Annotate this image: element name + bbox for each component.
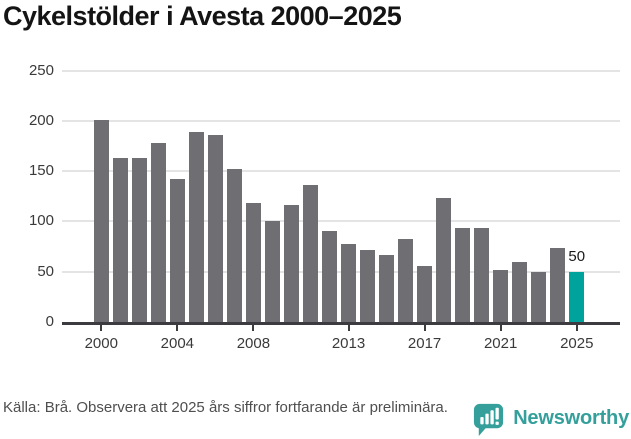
x-tick-2008 [252,325,255,331]
x-tick-2000 [100,325,103,331]
bar-2022 [512,262,527,322]
bar-2016 [398,239,413,322]
bar-2010 [284,205,299,322]
x-tick-2025 [575,325,578,331]
x-tick-2021 [499,325,502,331]
gridline-y250 [62,69,620,72]
newsworthy-wordmark: Newsworthy [513,407,629,429]
bar-2015 [379,255,394,322]
y-axis-tick-label: 250 [28,61,54,79]
x-axis-line [62,322,620,325]
bar-2004 [170,179,185,322]
bar-2005 [189,132,204,322]
bar-2002 [132,158,147,322]
x-axis-label-2025: 2025 [560,335,594,352]
bar-2021 [493,270,508,322]
bar-2014 [360,250,375,322]
bar-2009 [265,221,280,322]
bar-value-label: 50 [568,247,586,265]
bar-2025 [569,272,584,322]
x-tick-2017 [423,325,426,331]
x-tick-2013 [347,325,350,331]
bar-2006 [208,135,223,322]
bar-2019 [455,228,470,322]
x-axis-label-2017: 2017 [407,335,442,352]
bar-2011 [303,185,318,322]
bar-2017 [417,266,432,322]
bar-2018 [436,198,451,322]
x-axis-label-2000: 2000 [84,335,118,352]
gridline-y50 [62,270,620,273]
gridline-y150 [62,170,620,173]
x-axis-label-2004: 2004 [160,335,195,352]
x-tick-2004 [176,325,179,331]
gridline-y200 [62,119,620,122]
bar-2000 [94,120,109,322]
newsworthy-logo: Newsworthy [471,401,629,436]
y-axis-tick-label: 200 [28,111,54,129]
x-axis-label-2021: 2021 [483,335,518,352]
gridline-y100 [62,220,620,223]
y-axis-tick-label: 100 [28,212,54,230]
y-axis-tick-label: 0 [45,313,54,330]
bar-2007 [227,169,242,322]
x-axis-label-2013: 2013 [331,335,366,352]
chart-title: Cykelstölder i Avesta 2000–2025 [3,1,402,31]
bar-2013 [341,244,356,322]
bar-2024 [550,248,565,322]
bar-2020 [474,228,489,322]
source-note: Källa: Brå. Observera att 2025 års siffr… [3,399,448,416]
bar-2001 [113,158,128,322]
bar-2023 [531,272,546,322]
bars-container [94,66,584,322]
newsworthy-chart-bubble-icon [474,403,504,436]
bar-2012 [322,231,337,322]
y-axis-tick-label: 150 [28,162,54,180]
y-axis-tick-label: 50 [37,262,54,280]
bar-2008 [246,203,261,322]
x-axis-label-2008: 2008 [236,335,271,352]
bar-2003 [151,143,166,322]
